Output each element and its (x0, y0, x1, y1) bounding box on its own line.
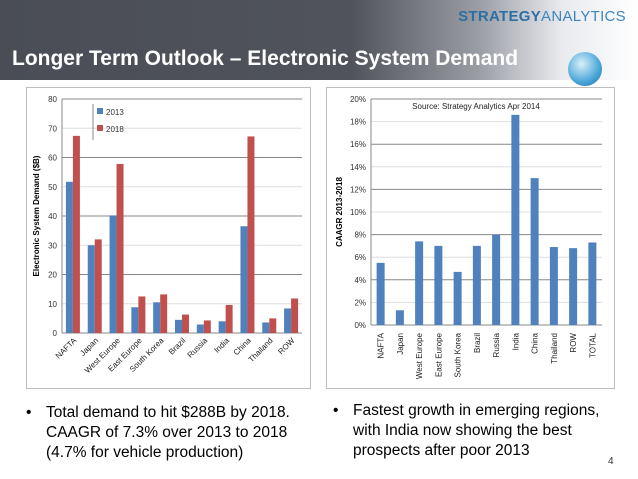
bar (262, 322, 270, 333)
y-tick-label: 20% (350, 95, 366, 104)
bar (218, 321, 226, 333)
legend-swatch (97, 108, 103, 114)
legend-label: 2018 (106, 125, 124, 134)
x-tick-label: India (511, 332, 520, 350)
bar (434, 245, 443, 325)
bar (94, 239, 102, 333)
bar (182, 314, 189, 333)
bar (116, 163, 124, 333)
legend-swatch (97, 125, 103, 131)
bar (65, 181, 73, 333)
y-tick-label: 70 (48, 124, 57, 133)
x-tick-label: Thailand (550, 333, 559, 364)
caagr-chart: 0% 2% 4% 6% 8% 10% 12% 14% 16% 18% 20% NAFTA Japan We… (335, 95, 602, 379)
bar (472, 245, 481, 325)
x-tick-label: South Korea (454, 332, 463, 377)
x-tick-label: Russia (492, 332, 501, 357)
bar (138, 296, 146, 333)
bar (196, 324, 204, 333)
y-tick-label: 10 (48, 300, 57, 309)
x-tick-label: NAFTA (54, 336, 79, 361)
bar (131, 307, 139, 333)
page-number: 4 (608, 456, 614, 467)
bar (588, 242, 597, 325)
bar (530, 178, 539, 325)
y-tick-label: 10% (350, 208, 366, 217)
bar (269, 318, 277, 333)
caagr-chart-box: 0% 2% 4% 6% 8% 10% 12% 14% 16% 18% 20% NAFTA Japan We… (326, 87, 615, 389)
x-tick-label: East Europe (434, 332, 443, 377)
x-tick-label: NAFTA (377, 332, 386, 358)
y-tick-label: 6% (354, 253, 366, 262)
y-tick-label: 16% (350, 140, 366, 149)
legend-label: 2013 (106, 108, 124, 117)
x-tick-label: TOTAL (588, 332, 597, 358)
bar (153, 302, 161, 333)
bar (109, 215, 117, 333)
brand-strong: STRATEGY (458, 8, 542, 25)
bar (291, 298, 299, 333)
bullet-text: Total demand to hit $288B by 2018. CAAGR… (46, 404, 290, 461)
x-tick-label: Brazil (473, 333, 482, 353)
y-tick-label: 80 (48, 95, 57, 104)
x-tick-label: Russia (186, 336, 210, 360)
x-tick-label: Thailand (247, 336, 275, 364)
brand-logo: STRATEGYANALYTICS (458, 8, 626, 25)
bar (240, 226, 248, 333)
x-tick-label: India (212, 336, 231, 355)
bar (160, 294, 168, 333)
slide-title: Longer Term Outlook – Electronic System … (12, 47, 519, 70)
bar (569, 248, 578, 325)
x-tick-label: ROW (276, 336, 297, 357)
y-tick-label: 14% (350, 163, 366, 172)
bar (549, 247, 558, 325)
y-tick-label: 0% (354, 321, 366, 330)
y-tick-label: 0 (53, 329, 58, 338)
y-tick-label: 40 (48, 212, 57, 221)
y-axis-label: CAAGR 2013-2018 (335, 177, 344, 247)
bar (72, 135, 80, 333)
bar (225, 304, 233, 333)
y-tick-label: 30 (48, 241, 57, 250)
bar (395, 310, 404, 325)
bar (284, 308, 292, 333)
bar (87, 245, 95, 333)
bar (492, 234, 501, 325)
y-tick-label: 8% (354, 231, 366, 240)
bar (415, 241, 424, 325)
y-tick-label: 60 (48, 154, 57, 163)
x-tick-label: Japan (396, 333, 405, 355)
bullet-text: Fastest growth in emerging regions, with… (353, 402, 600, 459)
bar (376, 262, 385, 325)
bullet-1: • Total demand to hit $288B by 2018. CAAG… (26, 403, 326, 463)
y-tick-label: 50 (48, 183, 57, 192)
y-axis-label: Electronic System Demand ($B) (32, 155, 41, 276)
x-tick-label: China (531, 332, 540, 353)
slide-header: STRATEGYANALYTICS Longer Term Outlook – … (0, 0, 638, 80)
bar (511, 114, 520, 325)
source-annotation: Source: Strategy Analytics Apr 2014 (412, 102, 540, 111)
bar (453, 271, 462, 325)
bullet-2: • Fastest growth in emerging regions, wit… (333, 401, 623, 461)
y-tick-label: 4% (354, 276, 366, 285)
y-tick-label: 20 (48, 271, 57, 280)
globe-icon (568, 52, 602, 86)
y-tick-label: 18% (350, 118, 366, 127)
y-tick-label: 12% (350, 185, 366, 194)
brand-light: ANALYTICS (541, 8, 626, 25)
bar (175, 319, 182, 333)
x-tick-label: West Europe (415, 332, 424, 379)
bar (203, 320, 211, 333)
bar (247, 136, 255, 333)
x-tick-label: ROW (569, 333, 578, 353)
y-tick-label: 2% (354, 298, 366, 307)
demand-chart-box: 0 10 20 30 40 50 60 70 80 NAFTA Japan West Europe Ea… (26, 87, 311, 389)
